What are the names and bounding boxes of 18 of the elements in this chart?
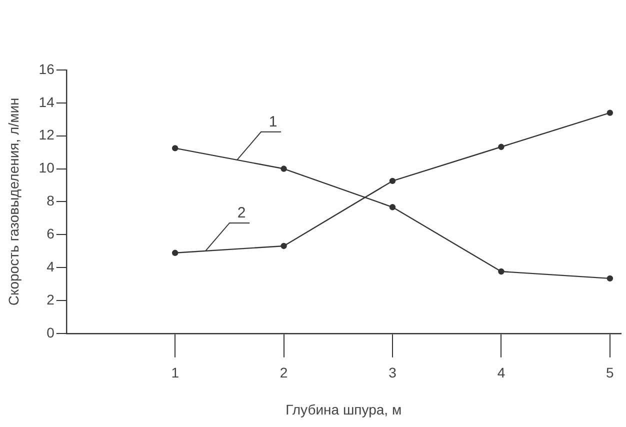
text: 1 [268, 114, 278, 131]
x-tick-label: 5 [606, 364, 614, 381]
y-tick-label: 2 [46, 291, 55, 308]
x-tick-label: 2 [280, 364, 288, 381]
y-tick-label: 10 [38, 160, 55, 176]
y-tick-label: 12 [38, 126, 55, 143]
y-tick-label: 8 [46, 192, 55, 209]
y-tick-label: 6 [46, 225, 55, 242]
y-tick-label: 16 [38, 60, 55, 77]
y-axis-title: Скорость газовыделения, л/мин [5, 98, 22, 306]
x-tick-label: 3 [388, 364, 397, 381]
y-tick-label: 0 [46, 324, 55, 340]
y-tick-label: 4 [46, 258, 55, 274]
x-tick-label: 1 [171, 364, 180, 381]
y-tick-label: 14 [38, 94, 55, 110]
series-label: 2 [237, 204, 246, 222]
x-tick-label: 4 [497, 364, 506, 381]
x-axis-title: Глубина шпура, м [286, 401, 402, 418]
